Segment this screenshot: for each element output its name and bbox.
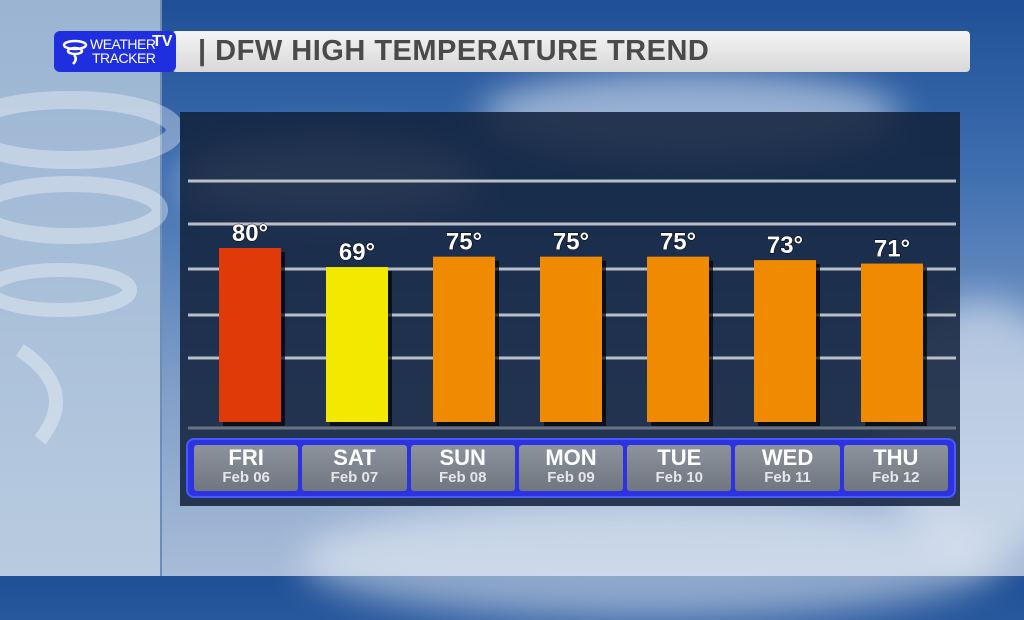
logo-text-tv: TV	[152, 33, 173, 50]
day-box-mon: MON Feb 09	[518, 445, 624, 491]
day-name: FRI	[228, 445, 264, 470]
day-box-tue: TUE Feb 10	[627, 445, 732, 491]
day-date: Feb 10	[655, 469, 704, 486]
data-label: 75°	[553, 229, 589, 256]
bar-thu	[861, 263, 923, 422]
day-name: SUN	[439, 445, 486, 470]
day-box-sat: SAT Feb 07	[302, 445, 407, 491]
day-date: Feb 11	[764, 469, 811, 486]
weather-tracker-logo: WEATHER TRACKER TV	[54, 31, 176, 72]
day-name: MON	[545, 445, 597, 470]
day-date: Feb 06	[222, 469, 270, 486]
day-date: Feb 12	[872, 469, 920, 486]
chart-panel: 80° 69° 75° 75° 75° 73° 71°	[180, 112, 960, 506]
bar-mon	[540, 256, 602, 422]
logo-text-tracker: TRACKER	[92, 50, 156, 66]
data-label: 75°	[446, 229, 482, 256]
data-label: 69°	[339, 239, 375, 266]
day-name: THU	[873, 445, 919, 470]
day-labels: FRI Feb 06 SAT Feb 07 SUN Feb 08 MON Feb 09 TUE F…	[186, 438, 956, 498]
chart-title: | DFW HIGH TEMPERATURE TREND	[198, 35, 710, 67]
day-box-sun: SUN Feb 08	[410, 445, 515, 491]
bar-fri	[219, 248, 281, 422]
bar-chart: 80° 69° 75° 75° 75° 73° 71°	[188, 179, 956, 430]
day-name: SAT	[333, 445, 376, 470]
bar-tue	[647, 256, 709, 422]
day-box-fri: FRI Feb 06	[194, 445, 299, 491]
day-name: WED	[761, 445, 814, 470]
bar-sat	[326, 267, 388, 422]
data-label: 80°	[232, 220, 268, 247]
title-bar: | DFW HIGH TEMPERATURE TREND	[172, 31, 970, 72]
day-box-wed: WED Feb 11	[735, 445, 840, 491]
logo-text-weather: WEATHER	[90, 36, 156, 52]
data-label: 73°	[767, 232, 803, 259]
tornado-watermark-icon	[0, 91, 180, 445]
day-name: TUE	[657, 445, 702, 470]
bar-wed	[754, 260, 816, 422]
data-label: 75°	[660, 229, 696, 256]
tornado-icon	[62, 39, 88, 65]
bar-sun	[433, 256, 495, 422]
day-date: Feb 08	[438, 469, 487, 486]
left-panel	[0, 0, 180, 576]
day-box-thu: THU Feb 12	[843, 445, 948, 491]
day-date: Feb 07	[330, 469, 379, 486]
day-date: Feb 09	[547, 469, 595, 486]
data-label: 71°	[874, 236, 910, 263]
